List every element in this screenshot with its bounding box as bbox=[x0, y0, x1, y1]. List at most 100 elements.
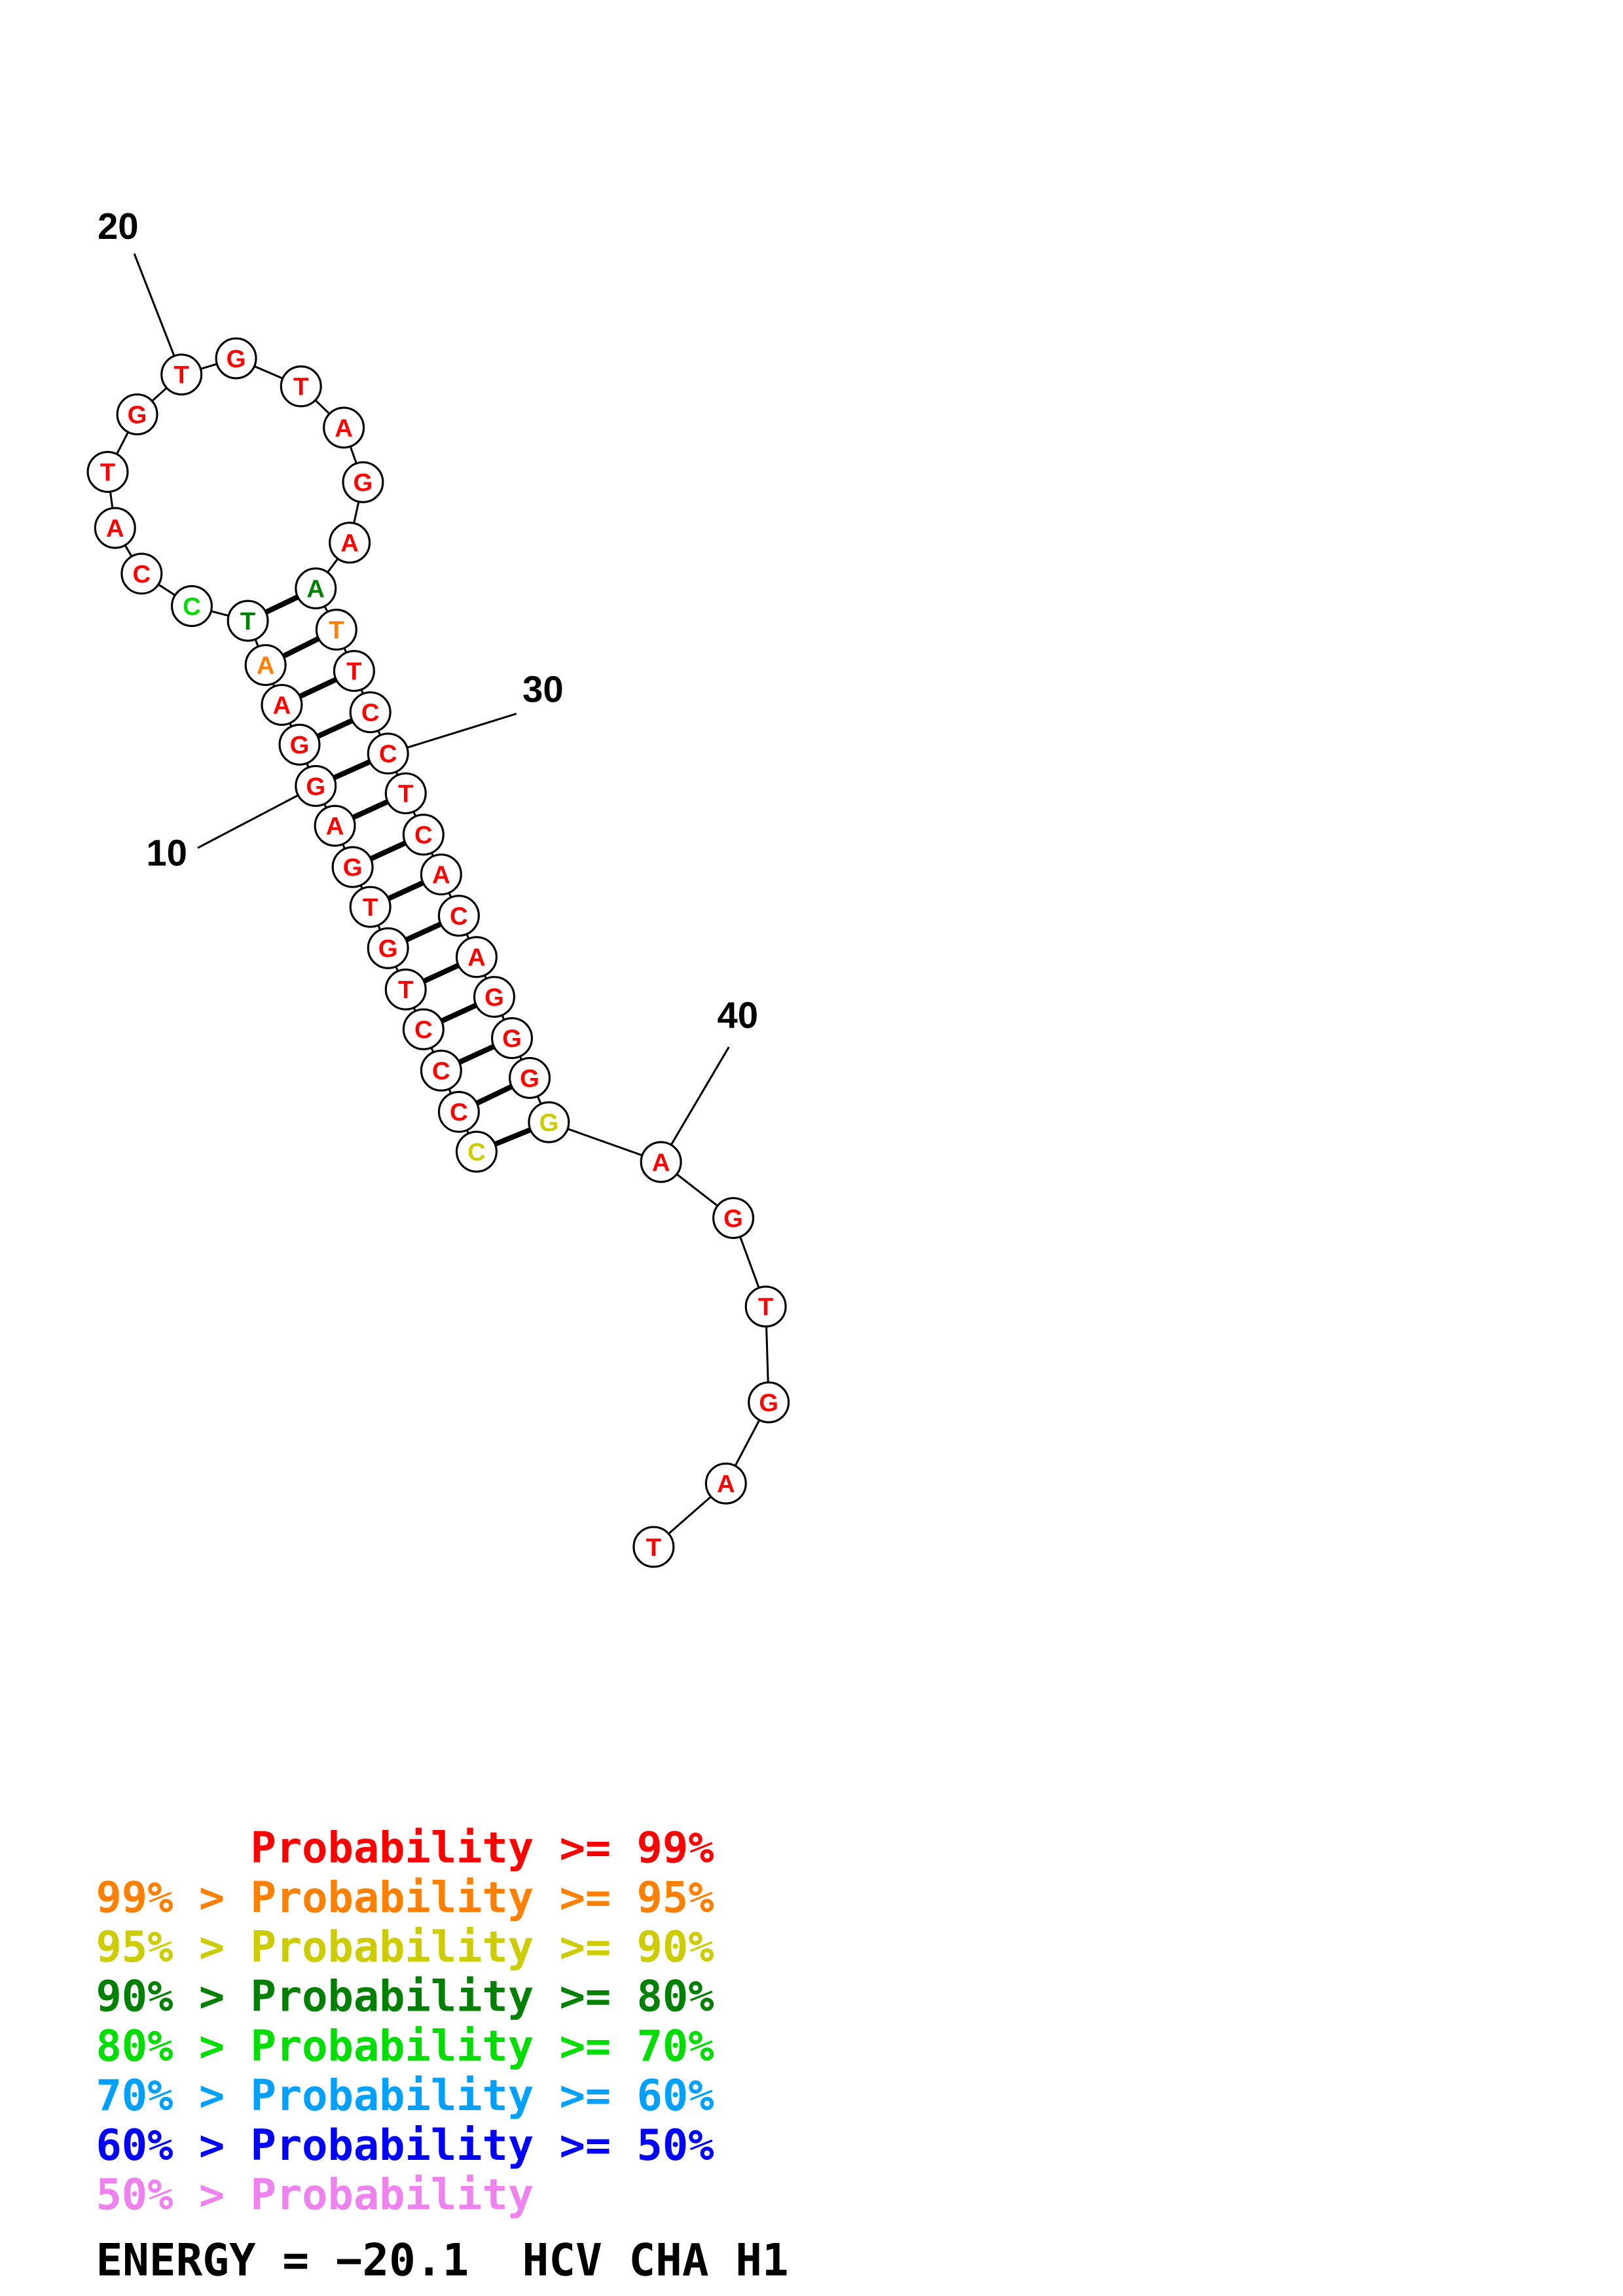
nucleotide-circle bbox=[280, 365, 322, 408]
nucleotide-base: C bbox=[414, 821, 433, 850]
nucleotide-circle bbox=[473, 976, 515, 1018]
nucleotide-base: A bbox=[432, 861, 450, 889]
nucleotide-base: T bbox=[173, 361, 189, 389]
nucleotide-base: T bbox=[293, 373, 308, 401]
nucleotide-circle bbox=[331, 846, 374, 888]
nucleotide-circle bbox=[367, 732, 409, 775]
nucleotide-circle bbox=[491, 1017, 534, 1060]
nucleotide-base: A bbox=[340, 529, 359, 558]
nucleotide-circle bbox=[170, 585, 213, 627]
nucleotide-base: C bbox=[379, 740, 397, 768]
legend-row: 95% > Probability >= 90% bbox=[96, 1922, 714, 1972]
bond-lines bbox=[107, 253, 770, 1548]
legend-row: 50% > Probability bbox=[96, 2170, 534, 2220]
nucleotide-circle bbox=[509, 1056, 551, 1099]
nucleotide-base: T bbox=[398, 780, 413, 808]
nucleotide-circle bbox=[437, 895, 480, 937]
nucleotide-base: T bbox=[329, 616, 344, 644]
nucleotide-circle bbox=[437, 1090, 480, 1133]
nucleotide-base: T bbox=[398, 976, 413, 1004]
nucleotide-base: C bbox=[467, 1138, 486, 1166]
nucleotide-circle bbox=[215, 337, 257, 380]
nucleotide-circle bbox=[349, 691, 392, 734]
nucleotide-circle bbox=[704, 1462, 747, 1505]
nucleotide-circle bbox=[402, 814, 445, 856]
nucleotide-circle bbox=[402, 1008, 445, 1050]
nucleotide-circle bbox=[116, 393, 158, 436]
nucleotide-circle bbox=[244, 644, 287, 687]
nucleotide-base: A bbox=[273, 691, 291, 719]
nucleotide-base: G bbox=[290, 731, 310, 759]
nucleotide-circle bbox=[455, 1130, 498, 1173]
nucleotide-base: A bbox=[717, 1470, 735, 1498]
nucleotide-circle bbox=[314, 804, 356, 847]
nucleotide-base: G bbox=[343, 853, 363, 882]
nucleotide-circle bbox=[86, 450, 129, 493]
nucleotide-circle bbox=[349, 886, 392, 928]
position-number: 40 bbox=[717, 994, 758, 1035]
nucleotide-base: A bbox=[335, 414, 353, 442]
nucleotide-circle bbox=[367, 927, 409, 969]
nucleotide-base: T bbox=[346, 658, 361, 686]
nucleotide-circle bbox=[748, 1381, 790, 1424]
legend-row: 80% > Probability >= 70% bbox=[96, 2021, 714, 2071]
nucleotide-circle bbox=[323, 406, 365, 449]
nucleotide-circle bbox=[420, 1049, 462, 1092]
nucleotide-base: C bbox=[450, 903, 468, 931]
nucleotide-base: G bbox=[759, 1389, 778, 1417]
nucleotide-circle bbox=[295, 764, 337, 807]
nucleotide-circle bbox=[420, 853, 462, 896]
nucleotide-circle bbox=[120, 552, 163, 595]
nucleotide-base: C bbox=[183, 592, 201, 620]
nucleotide-base: T bbox=[363, 893, 378, 922]
nucleotide-base: C bbox=[432, 1057, 450, 1085]
nucleotide-circle bbox=[712, 1197, 755, 1240]
label-pointer-line bbox=[388, 713, 517, 755]
nucleotide-base: G bbox=[306, 772, 325, 800]
nucleotide-base: G bbox=[378, 935, 398, 963]
nucleotide-circle bbox=[342, 461, 384, 503]
nucleotide-base: A bbox=[467, 944, 486, 972]
nucleotide-base: A bbox=[306, 575, 325, 603]
nucleotide-base: G bbox=[484, 983, 504, 1011]
nucleotide-circle bbox=[640, 1141, 682, 1183]
nucleotide-base: G bbox=[353, 469, 373, 497]
nucleotide-base: C bbox=[450, 1098, 468, 1126]
label-pointer-line bbox=[133, 253, 183, 375]
nucleotide-circle bbox=[528, 1101, 570, 1143]
nucleotide-circle bbox=[632, 1526, 675, 1568]
nucleotide-base: G bbox=[227, 345, 246, 373]
nucleotide-base: A bbox=[652, 1149, 670, 1177]
nucleotide-base: G bbox=[502, 1025, 522, 1053]
nucleotide-circle bbox=[227, 600, 269, 642]
nucleotide-base: T bbox=[758, 1293, 773, 1321]
nucleotide-base: G bbox=[539, 1109, 558, 1137]
position-number: 20 bbox=[98, 206, 139, 247]
nucleotide-circle bbox=[315, 609, 357, 651]
nucleotide-circle bbox=[455, 936, 498, 978]
nucleotide-base: G bbox=[520, 1064, 539, 1092]
nucleotide-base: T bbox=[646, 1534, 661, 1562]
nucleotide-circle bbox=[160, 353, 203, 396]
legend-row: 99% > Probability >= 95% bbox=[96, 1873, 714, 1922]
nucleotide-circle bbox=[94, 507, 136, 549]
position-labels: 20 10 30 40 bbox=[98, 206, 758, 1035]
nucleotide-circle bbox=[744, 1285, 787, 1328]
nucleotide-base: A bbox=[326, 812, 344, 840]
nucleotide-circles: CCCCTGTGAGGAATCCATGTGTAGAATTCCTCACAGGGGA… bbox=[86, 337, 790, 1568]
position-number: 10 bbox=[146, 833, 187, 874]
nucleotide-circle bbox=[329, 522, 371, 564]
legend-row: 60% > Probability >= 50% bbox=[96, 2121, 714, 2170]
energy-caption: ENERGY = −20.1 HCV CHA H1 bbox=[96, 2234, 788, 2286]
nucleotide-base: C bbox=[133, 560, 151, 588]
position-number: 30 bbox=[522, 668, 564, 709]
nucleotide-base: G bbox=[128, 401, 147, 429]
label-pointer-line bbox=[660, 1046, 730, 1163]
nucleotide-circle bbox=[333, 650, 375, 692]
nucleotide-base: G bbox=[723, 1204, 743, 1232]
nucleotide-base: T bbox=[240, 607, 255, 636]
nucleotide-base: A bbox=[257, 652, 275, 680]
label-pointer-line bbox=[197, 785, 316, 849]
